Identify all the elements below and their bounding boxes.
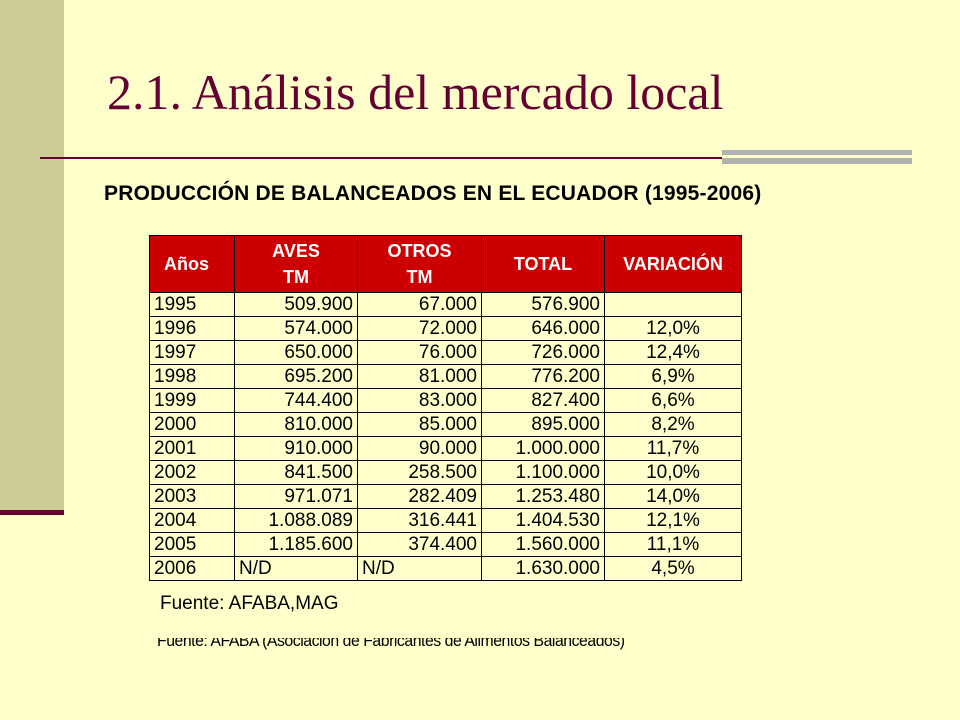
table-row: 2004 1.088.089 316.441 1.404.530 12,1% xyxy=(149,508,742,533)
table-row: 1999 744.400 83.000 827.400 6,6% xyxy=(149,388,742,413)
cell-aves: 744.400 xyxy=(234,388,358,413)
table-row: 2000 810.000 85.000 895.000 8,2% xyxy=(149,412,742,437)
cell-aves: 650.000 xyxy=(234,340,358,365)
cell-aves: 574.000 xyxy=(234,316,358,341)
cell-total: 827.400 xyxy=(481,388,605,413)
table-row: 1998 695.200 81.000 776.200 6,9% xyxy=(149,364,742,389)
table-row: 1995 509.900 67.000 576.900 xyxy=(149,292,742,317)
cell-year: 1999 xyxy=(149,388,235,413)
header-variation: VARIACIÓN xyxy=(604,235,742,293)
cell-total: 776.200 xyxy=(481,364,605,389)
cell-aves: 810.000 xyxy=(234,412,358,437)
production-table: Años AVES TM OTROS TM TOTAL VARIACIÓN 19… xyxy=(149,235,742,581)
cell-otros: 258.500 xyxy=(357,460,482,485)
cell-otros: 83.000 xyxy=(357,388,482,413)
table-row: 2005 1.185.600 374.400 1.560.000 11,1% xyxy=(149,532,742,557)
cell-year: 2004 xyxy=(149,508,235,533)
cell-year: 2001 xyxy=(149,436,235,461)
cell-year: 2000 xyxy=(149,412,235,437)
cell-otros: 67.000 xyxy=(357,292,482,317)
cell-variation: 6,6% xyxy=(604,388,742,413)
cell-total: 726.000 xyxy=(481,340,605,365)
cell-aves: N/D xyxy=(234,556,358,581)
cell-otros: 81.000 xyxy=(357,364,482,389)
header-aves: AVES TM xyxy=(234,235,358,293)
table-row: 1997 650.000 76.000 726.000 12,4% xyxy=(149,340,742,365)
table-row: 2003 971.071 282.409 1.253.480 14,0% xyxy=(149,484,742,509)
title-divider xyxy=(40,157,910,159)
production-table-container: Años AVES TM OTROS TM TOTAL VARIACIÓN 19… xyxy=(149,235,742,581)
cell-total: 1.253.480 xyxy=(481,484,605,509)
cell-otros: 316.441 xyxy=(357,508,482,533)
cell-variation: 8,2% xyxy=(604,412,742,437)
cell-year: 2005 xyxy=(149,532,235,557)
table-body: 1995 509.900 67.000 576.900 1996 574.000 72.00… xyxy=(149,292,742,581)
side-accent-line xyxy=(0,510,64,515)
cell-total: 1.000.000 xyxy=(481,436,605,461)
table-row: 1996 574.000 72.000 646.000 12,0% xyxy=(149,316,742,341)
cell-total: 1.404.530 xyxy=(481,508,605,533)
cell-total: 1.630.000 xyxy=(481,556,605,581)
cell-variation: 14,0% xyxy=(604,484,742,509)
cell-total: 576.900 xyxy=(481,292,605,317)
slide-title: 2.1. Análisis del mercado local xyxy=(107,64,724,120)
cell-variation: 6,9% xyxy=(604,364,742,389)
cell-otros: 282.409 xyxy=(357,484,482,509)
cell-otros: 85.000 xyxy=(357,412,482,437)
cell-year: 2006 xyxy=(149,556,235,581)
header-years: Años xyxy=(149,235,235,293)
cell-variation: 10,0% xyxy=(604,460,742,485)
cell-total: 646.000 xyxy=(481,316,605,341)
table-header-row: Años AVES TM OTROS TM TOTAL VARIACIÓN xyxy=(149,235,742,293)
cell-year: 1997 xyxy=(149,340,235,365)
hidden-source-note-clip: Fuente: AFABA (Asociación de Fabricantes… xyxy=(150,638,760,652)
cell-year: 1998 xyxy=(149,364,235,389)
cell-variation: 4,5% xyxy=(604,556,742,581)
title-divider-accent-gap xyxy=(722,155,912,158)
source-note: Fuente: AFABA,MAG xyxy=(160,593,339,614)
header-otros: OTROS TM xyxy=(357,235,482,293)
table-row: 2001 910.000 90.000 1.000.000 11,7% xyxy=(149,436,742,461)
table-row: 2002 841.500 258.500 1.100.000 10,0% xyxy=(149,460,742,485)
cell-aves: 971.071 xyxy=(234,484,358,509)
cell-otros: 90.000 xyxy=(357,436,482,461)
cell-year: 1996 xyxy=(149,316,235,341)
cell-total: 895.000 xyxy=(481,412,605,437)
cell-aves: 910.000 xyxy=(234,436,358,461)
cell-year: 1995 xyxy=(149,292,235,317)
table-title: PRODUCCIÓN DE BALANCEADOS EN EL ECUADOR … xyxy=(104,182,762,205)
cell-aves: 1.088.089 xyxy=(234,508,358,533)
cell-otros: 72.000 xyxy=(357,316,482,341)
cell-total: 1.560.000 xyxy=(481,532,605,557)
cell-year: 2002 xyxy=(149,460,235,485)
table-row: 2006 N/D N/D 1.630.000 4,5% xyxy=(149,556,742,581)
cell-otros: 76.000 xyxy=(357,340,482,365)
cell-year: 2003 xyxy=(149,484,235,509)
hidden-source-note: Fuente: AFABA (Asociación de Fabricantes… xyxy=(157,638,625,650)
cell-total: 1.100.000 xyxy=(481,460,605,485)
cell-aves: 695.200 xyxy=(234,364,358,389)
cell-variation: 12,4% xyxy=(604,340,742,365)
cell-variation: 12,0% xyxy=(604,316,742,341)
cell-otros: N/D xyxy=(357,556,482,581)
cell-variation xyxy=(604,292,742,317)
cell-variation: 12,1% xyxy=(604,508,742,533)
cell-otros: 374.400 xyxy=(357,532,482,557)
cell-variation: 11,7% xyxy=(604,436,742,461)
cell-variation: 11,1% xyxy=(604,532,742,557)
side-accent-bar xyxy=(0,0,64,511)
cell-aves: 1.185.600 xyxy=(234,532,358,557)
cell-aves: 841.500 xyxy=(234,460,358,485)
header-total: TOTAL xyxy=(481,235,605,293)
cell-aves: 509.900 xyxy=(234,292,358,317)
